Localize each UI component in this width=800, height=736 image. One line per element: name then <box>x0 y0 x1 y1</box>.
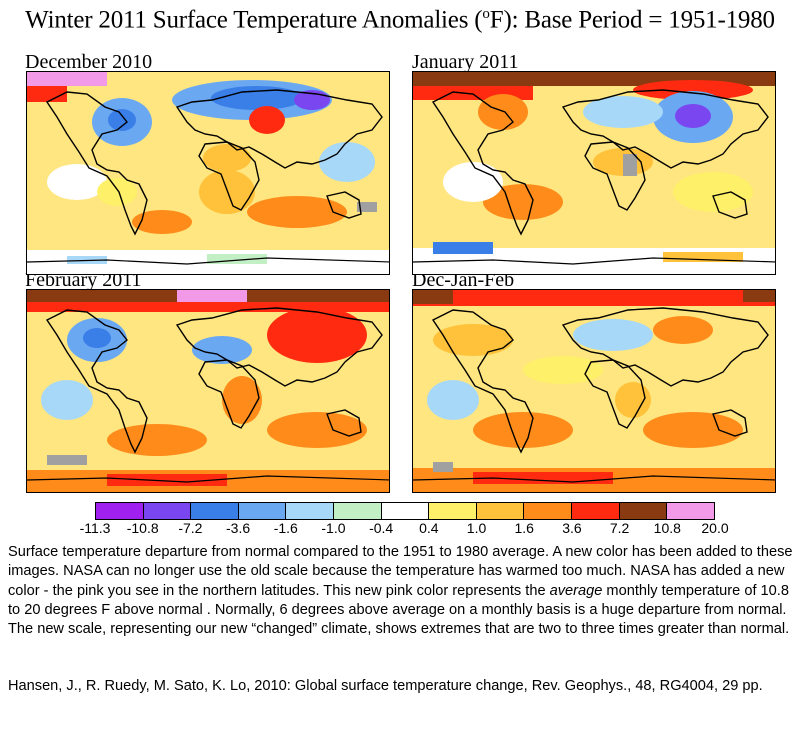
map-december-2010 <box>26 71 390 275</box>
scale-tick-label: 20.0 <box>701 520 729 536</box>
color-swatch <box>667 503 714 519</box>
color-swatch <box>143 503 192 519</box>
scale-tick-label: -7.2 <box>178 520 203 536</box>
caption-emphasis: average <box>549 582 603 599</box>
map-january-2011 <box>412 71 776 275</box>
color-swatch <box>429 503 477 519</box>
color-swatch <box>381 503 430 519</box>
scale-tick-label: 1.0 <box>466 520 487 536</box>
panel-label-february-2011: February 2011 <box>25 269 142 291</box>
color-swatch <box>476 503 525 519</box>
color-swatch <box>238 503 287 519</box>
scale-tick-label: -1.6 <box>273 520 298 536</box>
degree-symbol: o <box>482 6 490 22</box>
color-swatch <box>572 503 620 519</box>
panel-label-december-2010: December 2010 <box>25 51 153 73</box>
citation: Hansen, J., R. Ruedy, M. Sato, K. Lo, 20… <box>8 678 763 694</box>
color-swatch <box>191 503 239 519</box>
color-swatch <box>334 503 382 519</box>
scale-tick-label: 7.2 <box>609 520 630 536</box>
color-swatch <box>96 503 144 519</box>
scale-tick-label: 1.6 <box>514 520 534 536</box>
map-february-2011 <box>26 289 390 493</box>
panel-label-january-2011: January 2011 <box>412 51 519 73</box>
panel-label-dec-jan-feb: Dec-Jan-Feb <box>412 269 515 291</box>
color-swatch <box>286 503 335 519</box>
figure-title: Winter 2011 Surface Temperature Anomalie… <box>25 6 775 34</box>
scale-tick-label: -3.6 <box>226 520 251 536</box>
scale-tick-label: -1.0 <box>321 520 346 536</box>
color-scale-bar <box>95 502 715 520</box>
scale-tick-label: -0.4 <box>369 520 394 536</box>
scale-tick-label: 3.6 <box>562 520 582 536</box>
color-swatch <box>619 503 668 519</box>
map-dec-jan-feb <box>412 289 776 493</box>
scale-tick-label: 0.4 <box>419 520 439 536</box>
scale-tick-label: 10.8 <box>653 520 681 536</box>
color-scale-ticks: -11.3 -10.8 -7.2 -3.6 -1.6 -1.0 -0.4 0.4 1.0 1.6 3… <box>0 520 800 540</box>
scale-tick-label: -10.8 <box>126 520 159 536</box>
scale-tick-label: -11.3 <box>79 520 111 536</box>
figure-caption: Surface temperature departure from norma… <box>8 544 793 638</box>
color-swatch <box>524 503 573 519</box>
